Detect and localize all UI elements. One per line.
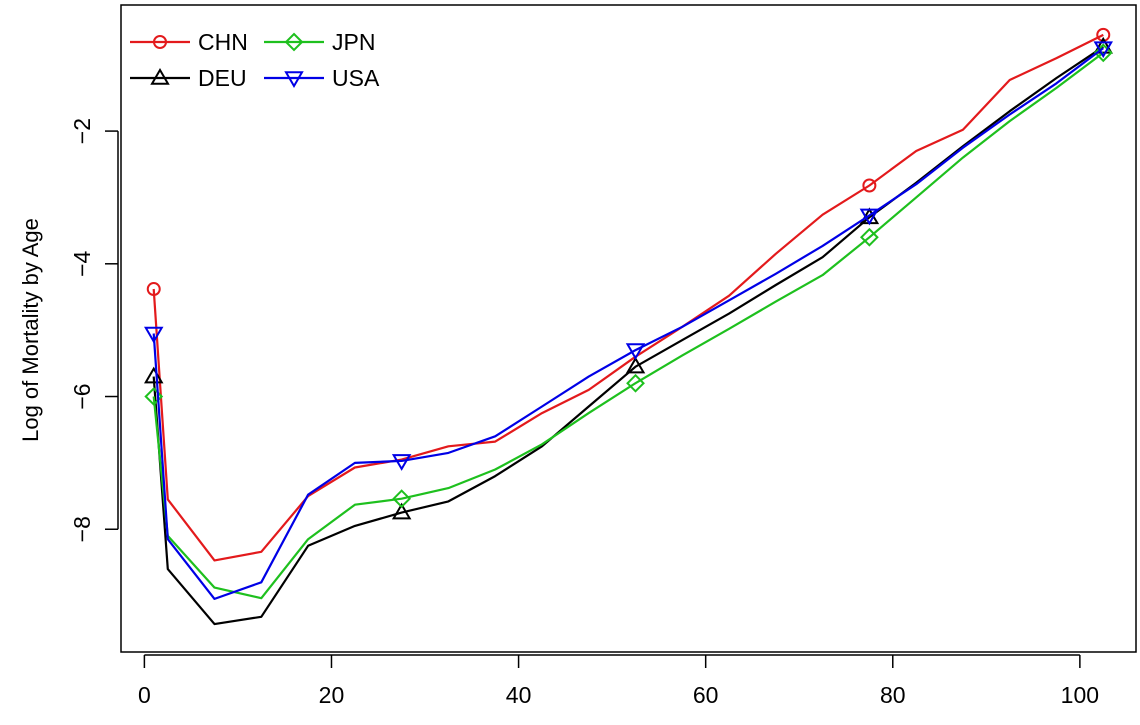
series-jpn <box>144 43 1113 600</box>
data-point-jpn <box>392 489 412 509</box>
data-point-usa <box>625 343 646 361</box>
y-axis: −8 −6 −4 −2 <box>69 118 119 542</box>
data-point-usa <box>859 208 880 226</box>
x-tick-label: 60 <box>693 682 719 708</box>
series-line-usa <box>152 47 1104 601</box>
y-tick-label: −4 <box>69 250 95 276</box>
y-axis-title: Log of Mortality by Age <box>18 218 43 442</box>
x-tick-label: 100 <box>1061 682 1099 708</box>
legend-label: JPN <box>332 29 375 55</box>
data-point-chn <box>862 178 877 193</box>
x-tick-label: 20 <box>319 682 345 708</box>
y-tick-label: −2 <box>69 118 95 144</box>
x-tick-label: 0 <box>138 682 151 708</box>
y-tick-label: −8 <box>69 516 95 542</box>
x-axis: 0 20 40 60 80 100 <box>138 654 1099 708</box>
data-point-jpn <box>626 373 645 393</box>
legend-marker <box>284 32 304 52</box>
data-point-jpn <box>144 387 164 406</box>
data-point-jpn <box>859 227 879 247</box>
legend-label: CHN <box>198 29 248 55</box>
y-tick-label: −6 <box>69 383 95 409</box>
data-point-usa <box>144 326 164 344</box>
legend-marker <box>150 68 170 85</box>
x-tick-label: 40 <box>506 682 532 708</box>
legend-label: DEU <box>198 65 247 91</box>
legend-marker <box>153 35 167 49</box>
data-point-deu <box>1093 36 1113 54</box>
legend-marker <box>284 71 304 88</box>
series-usa <box>144 41 1113 601</box>
series-line-jpn <box>152 51 1104 600</box>
plot-frame <box>120 4 1137 653</box>
legend: CHN DEU JPN USA <box>130 29 380 91</box>
data-point-chn <box>1096 27 1111 42</box>
data-point-deu <box>625 356 646 374</box>
data-point-deu <box>144 366 164 384</box>
legend-item-chn: CHN <box>130 29 248 55</box>
legend-item-jpn: JPN <box>264 29 375 55</box>
series-layer <box>144 27 1113 626</box>
data-point-usa <box>1093 41 1113 59</box>
data-point-chn <box>146 282 161 297</box>
series-line-chn <box>152 33 1104 562</box>
data-point-deu <box>391 502 412 520</box>
legend-item-usa: USA <box>264 65 380 91</box>
data-point-usa <box>391 454 412 471</box>
x-tick-label: 80 <box>880 682 906 708</box>
legend-label: USA <box>332 65 380 91</box>
series-line-deu <box>152 45 1104 626</box>
data-point-jpn <box>1093 43 1113 63</box>
legend-item-deu: DEU <box>130 65 247 91</box>
series-chn <box>146 27 1111 562</box>
